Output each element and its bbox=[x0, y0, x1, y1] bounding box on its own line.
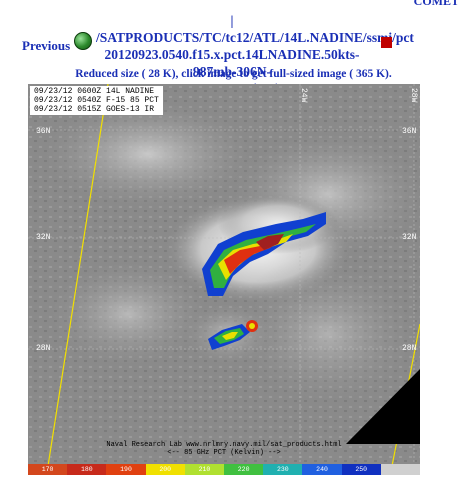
satellite-image[interactable] bbox=[28, 84, 420, 466]
colorbar-segment: 210 bbox=[184, 464, 225, 475]
globe-icon[interactable] bbox=[74, 32, 92, 50]
stamp-line: 09/23/12 0515Z GOES-13 IR bbox=[34, 105, 155, 114]
colorbar-segment: 230 bbox=[263, 464, 303, 475]
lon-label: 28W bbox=[409, 88, 418, 103]
credit-line: Naval Research Lab www.nrlmry.navy.mil/s… bbox=[106, 441, 342, 449]
time-stamps: 09/23/12 0600Z 14L NADINE 09/23/12 0540Z… bbox=[30, 86, 163, 115]
colorbar-segment: 170 bbox=[28, 464, 68, 475]
colorbar-segment: 200 bbox=[145, 464, 185, 475]
previous-link[interactable]: Previous bbox=[22, 38, 71, 53]
scale-label: <-- 85 GHz PCT (Kelvin) --> bbox=[167, 449, 281, 457]
file-path-line1: | /SATPRODUCTS/TC/tc12/ATL/14L.NADINE/ss… bbox=[96, 13, 414, 45]
colorbar-segment: 250 bbox=[341, 464, 381, 475]
colorbar-segment: 240 bbox=[302, 464, 342, 475]
lat-label-right: 36N bbox=[402, 127, 417, 136]
lat-label-right: 32N bbox=[402, 233, 417, 242]
lat-label-right: 28N bbox=[402, 344, 417, 353]
reduced-size-note: Reduced size ( 28 K), click image to get… bbox=[75, 68, 392, 80]
lat-label-left: 36N bbox=[36, 127, 51, 136]
color-scale-bar: 170 180 190 200 210 220 230 240 250 bbox=[28, 464, 421, 475]
colorbar-segment: 220 bbox=[224, 464, 264, 475]
comet-link[interactable]: COMET bbox=[413, 0, 459, 8]
lat-label-left: 32N bbox=[36, 233, 51, 242]
colorbar-segment bbox=[380, 464, 421, 475]
lat-label-left: 28N bbox=[36, 344, 51, 353]
colorbar-segment: 190 bbox=[106, 464, 146, 475]
colorbar-segment: 180 bbox=[67, 464, 107, 475]
next-square-icon[interactable] bbox=[381, 37, 392, 48]
lon-label: 24W bbox=[299, 88, 308, 103]
file-path-line2: 20120923.0540.f15.x.pct.14LNADINE.50kts-… bbox=[104, 47, 360, 79]
stamp-line: 09/23/12 0540Z F-15 85 PCT bbox=[34, 96, 159, 105]
stamp-line: 09/23/12 0600Z 14L NADINE bbox=[34, 87, 155, 96]
image-caption: Naval Research Lab www.nrlmry.navy.mil/s… bbox=[28, 441, 420, 457]
